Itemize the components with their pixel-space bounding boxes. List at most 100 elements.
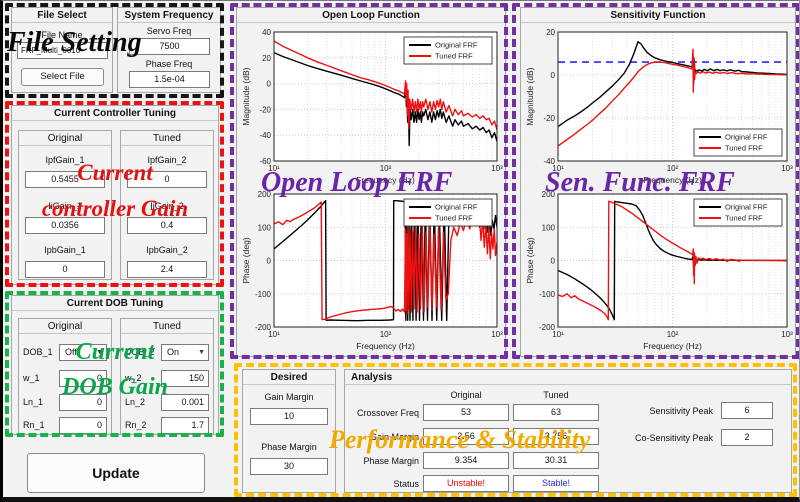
svg-text:Original FRF: Original FRF [435,41,478,50]
svg-text:-60: -60 [259,157,271,166]
phase-margin-original-field[interactable]: 9.354 [423,452,509,469]
ipbgain2-field[interactable]: 2.4 [127,261,207,278]
controller-tuned-title: Tuned [121,131,213,146]
rn1-label: Rn_1 [23,420,45,430]
svg-text:Original FRF: Original FRF [725,133,768,142]
select-file-button[interactable]: Select File [21,68,104,86]
file-select-panel: File Select File Name FRF_Multi_0610 Sel… [11,7,113,93]
dob1-dropdown-value: Off [65,347,77,357]
svg-text:10³: 10³ [491,330,503,339]
dob-original-title: Original [19,319,111,334]
sensitivity-peak-field[interactable]: 6 [721,402,773,419]
desired-gain-margin-label: Gain Margin [264,392,314,402]
svg-text:Frequency (Hz): Frequency (Hz) [643,175,702,185]
svg-text:10¹: 10¹ [552,164,564,173]
svg-text:10²: 10² [380,330,392,339]
file-name-field[interactable]: FRF_Multi_0610 [17,42,108,59]
ipfgain1-label: IpfGain_1 [45,155,85,165]
dob2-dropdown-value: On [167,347,180,357]
iigain2-field[interactable]: 0.4 [127,217,207,234]
sensitivity-panel-title: Sensitivity Function [521,8,795,23]
svg-text:200: 200 [258,190,272,199]
phase-margin-label: Phase Margin [363,456,419,466]
svg-text:10³: 10³ [491,164,503,173]
w1-field[interactable]: 0 [59,370,107,387]
sensitivity-peak-label: Sensitivity Peak [649,406,713,416]
chevron-down-icon: ▼ [198,349,205,356]
svg-text:10²: 10² [667,330,679,339]
chevron-down-icon: ▼ [96,349,103,356]
rn1-field[interactable]: 0 [59,417,107,434]
phase-margin-tuned-field[interactable]: 30.31 [513,452,599,469]
analysis-col-original: Original [450,390,482,400]
gain-margin-tuned-field[interactable]: 3.756 [513,428,599,445]
crossover-freq-label: Crossover Freq [356,408,419,418]
servo-freq-field[interactable]: 7500 [129,38,210,55]
svg-text:-100: -100 [539,290,556,299]
svg-text:-20: -20 [543,114,555,123]
w2-field[interactable]: 150 [161,370,209,387]
w2-label: w_2 [125,373,142,383]
svg-text:Tuned FRF: Tuned FRF [435,214,473,223]
svg-text:-40: -40 [259,131,271,140]
servo-freq-label: Servo Freq [146,26,192,36]
status-original-badge: Unstable! [423,475,509,492]
ipfgain2-field[interactable]: 0 [127,171,207,188]
svg-text:Magnitude (dB): Magnitude (dB) [241,67,251,125]
ipfgain1-field[interactable]: 0.5455 [25,171,105,188]
crossover-freq-tuned-field[interactable]: 63 [513,404,599,421]
rn2-field[interactable]: 1.7 [161,417,209,434]
svg-text:Frequency (Hz): Frequency (Hz) [356,341,415,351]
svg-text:Frequency (Hz): Frequency (Hz) [643,341,702,351]
dob1-dropdown[interactable]: Off ▼ [59,344,107,361]
file-select-title: File Select [12,8,112,23]
svg-text:Phase (deg): Phase (deg) [241,237,251,283]
svg-text:-20: -20 [259,105,271,114]
svg-text:Original FRF: Original FRF [725,203,768,212]
dob2-dropdown[interactable]: On ▼ [161,344,209,361]
svg-text:Frequency (Hz): Frequency (Hz) [356,175,415,185]
svg-text:10¹: 10¹ [268,164,280,173]
dob-tuned-group: Tuned DOB_2 On ▼ w_2 150 Ln_2 0.001 Rn_2… [120,318,214,435]
iigain1-field[interactable]: 0.0356 [25,217,105,234]
update-button[interactable]: Update [27,453,205,493]
svg-text:0: 0 [551,71,556,80]
open-loop-magnitude-chart: 40 20 0 -20 -40 -60 10¹ 10² 10³ Magnitude (dB) Fre… [240,27,504,187]
desired-gain-margin-field[interactable]: 10 [250,408,328,425]
desired-phase-margin-field[interactable]: 30 [250,458,328,475]
crossover-freq-original-field[interactable]: 53 [423,404,509,421]
svg-text:10²: 10² [667,164,679,173]
analysis-title: Analysis [345,370,791,385]
controller-original-title: Original [19,131,111,146]
ipbgain2-label: IpbGain_2 [146,245,188,255]
svg-text:Original FRF: Original FRF [435,203,478,212]
ln1-field[interactable]: 0 [59,394,107,411]
open-loop-panel-title: Open Loop Function [237,8,505,23]
ipfgain2-label: IpfGain_2 [147,155,187,165]
controller-tuning-title: Current Controller Tuning [12,106,218,121]
svg-text:Tuned FRF: Tuned FRF [435,52,473,61]
svg-text:Magnitude (dB): Magnitude (dB) [525,67,535,125]
svg-text:20: 20 [546,28,555,37]
analysis-col-tuned: Tuned [543,390,569,400]
svg-text:10³: 10³ [781,330,793,339]
w1-label: w_1 [23,373,40,383]
open-loop-phase-chart: 200 100 0 -100 -200 10¹ 10² 10³ Phase (deg) Frequ… [240,189,504,353]
system-frequency-panel: System Frequency Servo Freq 7500 Phase F… [117,7,221,93]
gain-margin-original-field[interactable]: 2.56 [423,428,509,445]
status-label: Status [393,479,419,489]
ln1-label: Ln_1 [23,397,44,407]
svg-text:0: 0 [267,80,272,89]
ln2-field[interactable]: 0.001 [161,394,209,411]
ipbgain1-field[interactable]: 0 [25,261,105,278]
rn2-label: Rn_2 [125,420,147,430]
iigain1-label: IiGain_1 [48,201,82,211]
svg-text:Tuned FRF: Tuned FRF [725,214,763,223]
desired-panel: Desired Gain Margin 10 Phase Margin 30 [242,369,336,493]
phase-freq-field[interactable]: 1.5e-04 [129,71,210,88]
sensitivity-magnitude-chart: 20 0 -20 -40 10¹ 10² 10³ Magnitude (dB) Frequenc… [524,27,794,187]
dob-tuned-title: Tuned [121,319,213,334]
co-sensitivity-peak-field[interactable]: 2 [721,429,773,446]
phase-freq-label: Phase Freq [145,59,193,69]
